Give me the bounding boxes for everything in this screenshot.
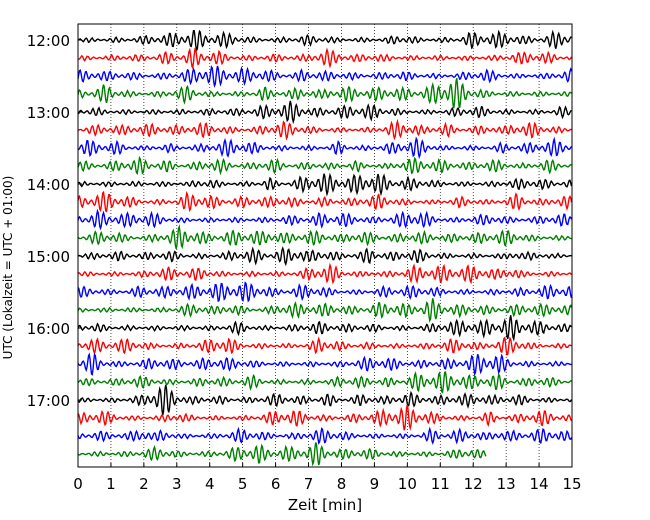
y-axis-label: UTC (Lokalzeit = UTC + 01:00) xyxy=(1,176,15,360)
y-tick-label: 14:00 xyxy=(27,176,70,194)
x-axis-label: Zeit [min] xyxy=(288,496,362,514)
seismic-trace xyxy=(77,371,572,394)
seismic-trace xyxy=(77,47,573,70)
seismic-trace xyxy=(77,155,572,176)
x-tick-label: 8 xyxy=(337,475,347,493)
x-tick-label: 14 xyxy=(530,475,549,493)
x-tick-label: 5 xyxy=(238,475,248,493)
seismic-trace xyxy=(77,315,573,342)
x-tick-label: 0 xyxy=(73,475,83,493)
y-tick-label: 15:00 xyxy=(27,248,70,266)
y-tick-label: 12:00 xyxy=(27,32,70,50)
x-tick-label: 13 xyxy=(497,475,516,493)
plot-frame xyxy=(77,23,573,468)
x-tick-label: 7 xyxy=(304,475,314,493)
seismic-trace xyxy=(77,100,572,125)
seismic-trace xyxy=(77,426,573,445)
seismic-trace xyxy=(77,223,572,250)
y-axis: 12:00 13:00 14:00 15:00 16:00 17:00 xyxy=(27,32,82,410)
x-tick-label: 15 xyxy=(562,475,581,493)
seismic-trace xyxy=(77,336,572,356)
seismic-trace xyxy=(77,172,573,197)
seismic-trace xyxy=(77,352,572,377)
x-tick-label: 9 xyxy=(370,475,380,493)
y-tick-label: 16:00 xyxy=(27,320,70,338)
x-tick-label: 12 xyxy=(464,475,483,493)
seismic-trace xyxy=(77,77,572,109)
seismic-trace xyxy=(77,404,573,431)
seismic-trace xyxy=(77,65,573,88)
x-tick-label: 6 xyxy=(271,475,281,493)
x-tick-label: 10 xyxy=(398,475,417,493)
seismic-trace xyxy=(77,262,573,285)
x-tick-label: 1 xyxy=(106,475,116,493)
x-tick-label: 4 xyxy=(205,475,215,493)
seismic-trace xyxy=(77,246,572,267)
trace-group xyxy=(77,29,573,467)
seismic-trace xyxy=(77,118,572,141)
y-tick-label: 13:00 xyxy=(27,104,70,122)
seismic-trace xyxy=(77,208,573,231)
seismic-trace xyxy=(77,281,573,303)
seismic-trace xyxy=(77,29,572,53)
x-tick-label: 2 xyxy=(139,475,149,493)
seismic-trace xyxy=(77,298,573,323)
vertical-grid xyxy=(110,24,540,467)
seismic-trace xyxy=(77,190,573,213)
seismic-trace xyxy=(77,442,487,467)
x-tick-label: 3 xyxy=(172,475,182,493)
y-tick-label: 17:00 xyxy=(27,392,70,410)
x-tick-label: 11 xyxy=(431,475,450,493)
x-axis: 0 1 2 3 4 5 6 7 8 9 10 11 12 13 14 15 xyxy=(73,463,582,493)
seismic-trace xyxy=(77,384,573,416)
seismic-trace xyxy=(77,136,573,160)
